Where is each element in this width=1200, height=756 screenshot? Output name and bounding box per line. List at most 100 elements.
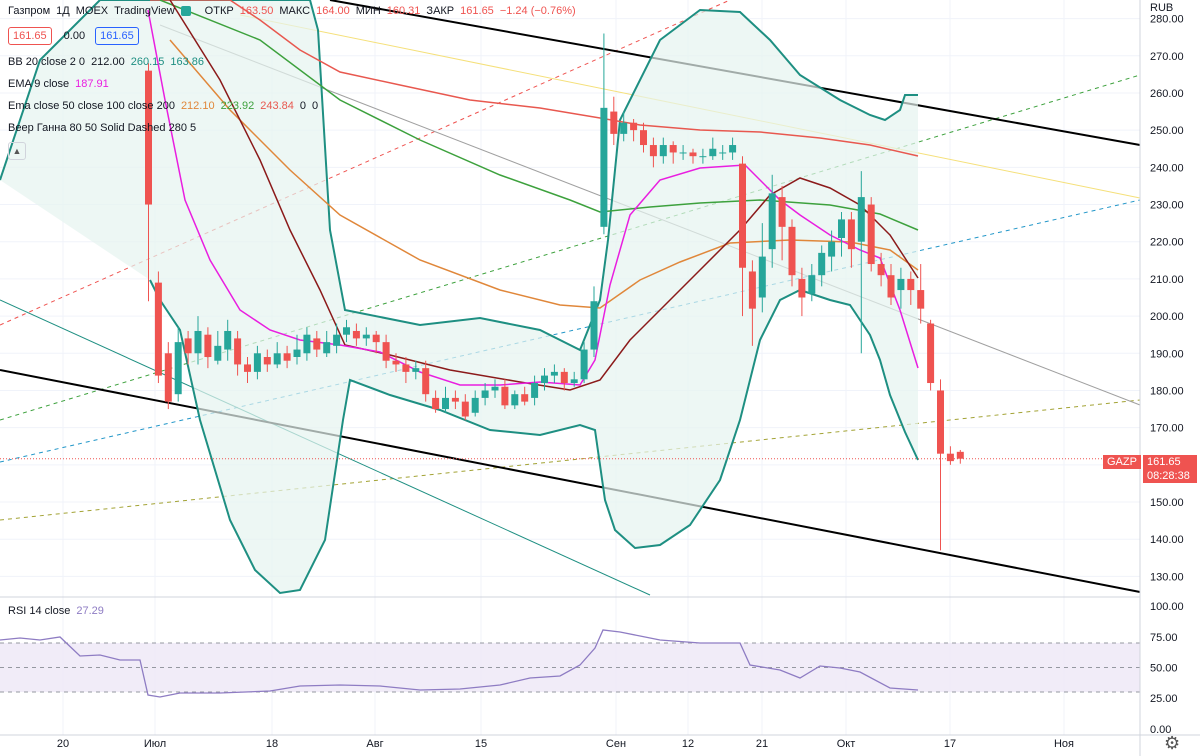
candle [372, 330, 380, 354]
time-tick-label: Окт [837, 738, 856, 750]
sell-button[interactable]: 161.65 [8, 27, 52, 45]
candle [847, 211, 855, 268]
candle [303, 327, 311, 361]
candle [610, 96, 618, 146]
trade-row: 161.65 0.00 161.65 [8, 27, 139, 45]
candle [709, 137, 717, 160]
candle-body [956, 451, 964, 459]
rsi-legend[interactable]: RSI 14 close 27.29 [8, 604, 104, 618]
candle-body [937, 390, 944, 454]
ema-multi-value-1: 212.10 [180, 100, 215, 112]
bb-value-2: 260.15 [130, 56, 165, 68]
interval[interactable]: 1Д [56, 5, 70, 17]
rsi-label: RSI 14 close [8, 605, 71, 617]
settings-gear-icon[interactable]: ⚙ [1164, 733, 1181, 753]
low-value: 160.31 [386, 5, 421, 17]
time-tick-label: Июл [144, 738, 166, 750]
candle-body [847, 219, 855, 250]
channel-lower-line [0, 369, 1141, 593]
candle-body [758, 256, 766, 298]
candle-body [333, 334, 341, 346]
candle [937, 379, 944, 551]
candle [877, 252, 885, 287]
ema9-value: 187.91 [75, 78, 109, 90]
candle-body [570, 379, 578, 384]
candle-body [471, 397, 479, 413]
candle [946, 446, 954, 465]
candle [956, 449, 964, 464]
status-icon [180, 6, 191, 16]
candle-body [451, 397, 459, 402]
gann-line [0, 74, 1141, 421]
rsi-tick-label: 50.00 [1150, 663, 1178, 675]
candle-body [867, 204, 875, 265]
time-tick-label: Ноя [1054, 738, 1074, 750]
candle-body [541, 375, 548, 384]
candle-body [194, 330, 202, 354]
candle [857, 171, 865, 354]
candle-body [857, 197, 865, 242]
candle [184, 330, 192, 365]
candle [283, 345, 291, 369]
candle-body [164, 353, 172, 402]
rsi-pane: 100.00 75.00 50.00 25.00 0.00 [0, 601, 1184, 736]
time-tick-label: 21 [756, 738, 768, 750]
candle [838, 211, 845, 257]
ema-multi-legend[interactable]: Ema close 50 close 100 close 200 212.10 … [8, 99, 318, 113]
buy-button[interactable]: 161.65 [95, 27, 139, 45]
candle-body [442, 397, 449, 410]
candle-body [560, 371, 568, 384]
gann-legend[interactable]: Веер Ганна 80 50 Solid Dashed 280 5 [8, 121, 196, 135]
candle [204, 327, 212, 369]
time-tick-label: Авг [366, 738, 383, 750]
change-value: −1.24 (−0.76%) [499, 5, 576, 17]
price-tick-label: 130.00 [1150, 571, 1184, 583]
candle-body [293, 349, 301, 357]
candle [521, 386, 529, 406]
ticker-tag: GAZP [1103, 455, 1141, 469]
candle-body [590, 301, 598, 350]
price-tick-label: 210.00 [1150, 274, 1184, 286]
candle [481, 383, 489, 406]
candle-body [432, 397, 440, 410]
ema200-line [150, 0, 919, 157]
candle [689, 148, 697, 164]
countdown-tag: 08:28:38 [1143, 469, 1197, 483]
candle-body [927, 323, 935, 384]
candle [145, 63, 152, 302]
ema-multi-value-2: 223.92 [220, 100, 255, 112]
bb-fill [0, 0, 918, 593]
open-label: ОТКР [204, 5, 234, 17]
candle-body [768, 193, 776, 250]
candle [214, 330, 222, 365]
currency-label[interactable]: RUB [1150, 2, 1174, 14]
candle [422, 360, 430, 402]
ema9-legend[interactable]: EMA 9 close 187.91 [8, 77, 109, 91]
candle [768, 174, 776, 268]
candle [541, 368, 548, 391]
symbol-name[interactable]: Газпром [8, 5, 51, 17]
high-label: МАКС [279, 5, 311, 17]
candle [531, 375, 539, 406]
candle [570, 371, 578, 387]
candle [580, 342, 588, 384]
ema100-line [159, 0, 919, 231]
candle-body [798, 278, 806, 298]
bb-legend[interactable]: BB 20 close 2 0 212.00 260.15 163.86 [8, 55, 204, 69]
candle-body [313, 338, 321, 350]
candle-body [461, 401, 469, 417]
candle [273, 342, 281, 369]
rsi-tick-label: 25.00 [1150, 693, 1178, 705]
time-tick-label: 20 [57, 738, 69, 750]
candle [451, 390, 459, 410]
candle [560, 368, 568, 391]
collapse-legend-icon[interactable]: ▲ [8, 142, 26, 160]
candle-body [382, 342, 390, 361]
ema50-line [169, 39, 919, 309]
candle [343, 319, 350, 343]
bb-upper-line [0, 0, 918, 352]
candle [333, 323, 341, 354]
candle [511, 390, 519, 410]
candle [828, 230, 836, 272]
